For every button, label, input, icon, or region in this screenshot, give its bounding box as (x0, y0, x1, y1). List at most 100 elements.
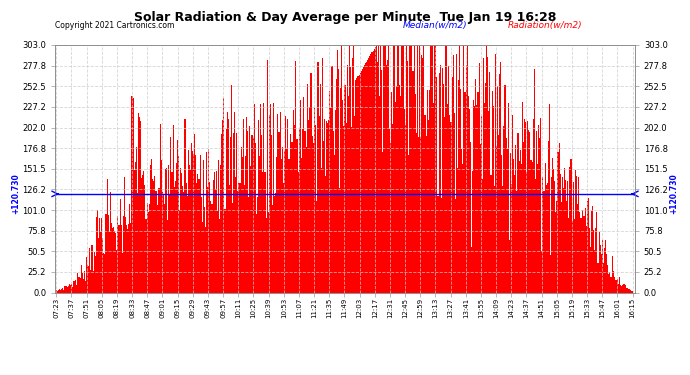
Bar (420, 137, 421, 292)
Bar (403, 45, 404, 292)
Bar (250, 166, 251, 292)
Bar (602, 240, 603, 292)
Bar (396, 86, 397, 292)
Bar (101, 218, 102, 292)
Bar (604, 248, 605, 292)
Bar (598, 262, 599, 292)
Bar (544, 163, 546, 292)
Bar (485, 82, 486, 292)
Bar (130, 223, 131, 292)
Bar (351, 127, 352, 292)
Bar (443, 84, 444, 292)
Bar (256, 214, 257, 292)
Bar (374, 49, 375, 292)
Bar (483, 58, 484, 292)
Bar (290, 134, 291, 292)
Bar (66, 287, 68, 292)
Bar (277, 114, 279, 292)
Bar (421, 55, 422, 292)
Bar (174, 188, 175, 292)
Bar (70, 285, 71, 292)
Bar (436, 77, 437, 292)
Bar (104, 254, 106, 292)
Bar (210, 201, 211, 292)
Text: Solar Radiation & Day Average per Minute  Tue Jan 19 16:28: Solar Radiation & Day Average per Minute… (134, 11, 556, 24)
Bar (186, 196, 188, 292)
Bar (386, 60, 388, 292)
Bar (462, 164, 464, 292)
Bar (605, 240, 606, 292)
Bar (400, 96, 401, 292)
Bar (293, 110, 294, 292)
Bar (276, 156, 277, 292)
Bar (164, 204, 165, 292)
Bar (302, 129, 304, 292)
Bar (308, 107, 310, 292)
Bar (221, 134, 222, 292)
Bar (620, 285, 621, 292)
Bar (285, 116, 286, 292)
Bar (631, 291, 632, 292)
Bar (199, 155, 201, 292)
Bar (289, 159, 290, 292)
Bar (523, 142, 524, 292)
Text: Median(w/m2): Median(w/m2) (403, 21, 468, 30)
Bar (371, 53, 373, 292)
Bar (140, 121, 141, 292)
Bar (615, 280, 616, 292)
Bar (456, 54, 457, 292)
Bar (201, 222, 203, 292)
Bar (562, 177, 563, 292)
Bar (584, 208, 586, 292)
Bar (181, 173, 182, 292)
Bar (380, 45, 381, 292)
Bar (512, 115, 513, 292)
Bar (91, 245, 92, 292)
Bar (206, 152, 207, 292)
Bar (484, 103, 485, 292)
Bar (184, 119, 186, 292)
Bar (281, 159, 282, 292)
Bar (352, 58, 353, 292)
Bar (119, 200, 121, 292)
Bar (451, 77, 453, 292)
Bar (499, 74, 500, 292)
Bar (415, 93, 416, 292)
Bar (473, 100, 474, 292)
Bar (175, 181, 176, 292)
Bar (582, 210, 584, 292)
Bar (629, 289, 630, 292)
Bar (571, 221, 573, 292)
Bar (310, 73, 311, 292)
Bar (518, 133, 519, 292)
Bar (264, 172, 266, 292)
Bar (117, 216, 119, 292)
Bar (567, 181, 569, 292)
Bar (155, 191, 157, 292)
Bar (115, 233, 117, 292)
Bar (146, 202, 148, 292)
Bar (182, 186, 184, 292)
Bar (576, 176, 577, 292)
Bar (298, 172, 299, 292)
Bar (190, 170, 191, 292)
Bar (129, 204, 130, 292)
Bar (409, 45, 411, 292)
Bar (359, 73, 361, 292)
Bar (600, 245, 601, 292)
Bar (586, 201, 588, 292)
Bar (529, 132, 531, 292)
Bar (195, 155, 197, 292)
Bar (526, 172, 527, 292)
Bar (72, 286, 73, 292)
Bar (514, 175, 515, 292)
Bar (581, 217, 582, 292)
Bar (88, 266, 89, 292)
Bar (506, 149, 508, 292)
Bar (486, 45, 487, 292)
Bar (157, 206, 159, 292)
Bar (432, 45, 433, 292)
Bar (89, 248, 90, 292)
Bar (209, 183, 210, 292)
Bar (166, 168, 167, 292)
